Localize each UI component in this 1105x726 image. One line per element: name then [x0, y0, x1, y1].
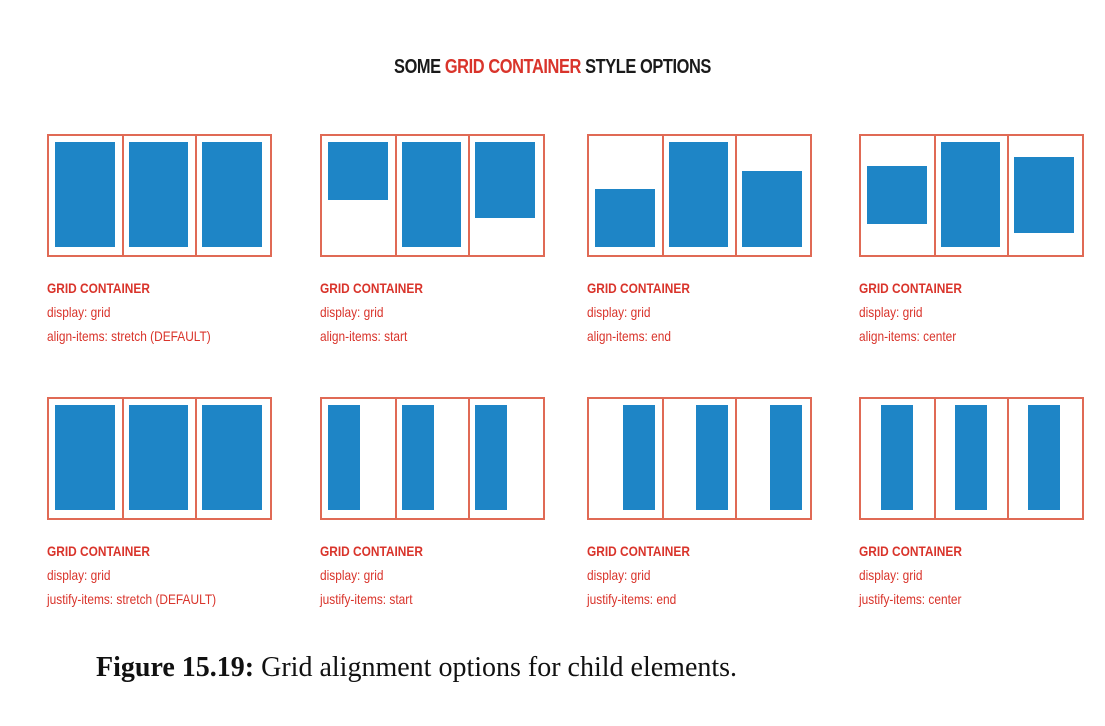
caption-display: display: grid	[587, 304, 651, 320]
caption-display: display: grid	[859, 304, 923, 320]
grid-item	[881, 405, 913, 510]
grid-cell-divider	[933, 136, 936, 255]
grid-item	[55, 142, 115, 247]
grid-cell-divider	[661, 136, 664, 255]
grid-container-box	[859, 134, 1084, 257]
grid-item	[202, 405, 262, 510]
grid-item	[328, 142, 388, 200]
grid-cell-divider	[661, 399, 664, 518]
grid-container-box	[320, 397, 545, 520]
panel-caption: GRID CONTAINER display: grid justify-items…	[587, 539, 791, 611]
grid-cell-divider	[468, 136, 471, 255]
grid-item	[202, 142, 262, 247]
grid-item	[668, 142, 729, 247]
grid-item	[696, 405, 729, 510]
grid-cell-divider	[735, 399, 738, 518]
example-panel-justify-items-start: GRID CONTAINER display: grid justify-items…	[320, 397, 545, 619]
grid-cell-divider	[1007, 136, 1010, 255]
title-accent: GRID CONTAINER	[444, 56, 582, 78]
caption-heading: GRID CONTAINER	[587, 543, 690, 559]
grid-item	[770, 405, 802, 510]
caption-heading: GRID CONTAINER	[320, 280, 423, 296]
grid-item	[475, 405, 508, 510]
panel-caption: GRID CONTAINER display: grid align-items: …	[859, 276, 1063, 348]
example-panel-justify-items-stretch: GRID CONTAINER display: grid justify-items…	[47, 397, 272, 619]
grid-cell-divider	[121, 399, 124, 518]
grid-cell-divider	[1007, 399, 1010, 518]
grid-item	[128, 405, 189, 510]
grid-cell-divider	[394, 136, 397, 255]
figure-caption: Figure 15.19: Grid alignment options for…	[96, 652, 737, 684]
caption-display: display: grid	[859, 567, 923, 583]
grid-item	[622, 405, 655, 510]
grid-cell-divider	[195, 399, 198, 518]
example-panel-align-items-stretch: GRID CONTAINER display: grid align-items: …	[47, 134, 272, 356]
caption-heading: GRID CONTAINER	[47, 543, 150, 559]
example-panel-align-items-end: GRID CONTAINER display: grid align-items: …	[587, 134, 812, 356]
caption-heading: GRID CONTAINER	[47, 280, 150, 296]
grid-item	[328, 405, 360, 510]
grid-cell-divider	[394, 399, 397, 518]
panel-caption: GRID CONTAINER display: grid justify-items…	[859, 539, 1063, 611]
panel-caption: GRID CONTAINER display: grid align-items: …	[320, 276, 524, 348]
caption-alignment: justify-items: start	[320, 591, 413, 607]
caption-display: display: grid	[587, 567, 651, 583]
grid-container-box	[587, 134, 812, 257]
grid-cell-divider	[468, 399, 471, 518]
grid-item	[867, 166, 927, 224]
grid-cell-divider	[195, 136, 198, 255]
caption-alignment: align-items: end	[587, 328, 672, 344]
caption-alignment: justify-items: center	[859, 591, 962, 607]
title-suffix: STYLE OPTIONS	[580, 56, 711, 78]
caption-alignment: align-items: center	[859, 328, 957, 344]
caption-alignment: justify-items: stretch (DEFAULT)	[47, 591, 217, 607]
panel-caption: GRID CONTAINER display: grid align-items: …	[587, 276, 791, 348]
caption-display: display: grid	[320, 567, 384, 583]
grid-item	[128, 142, 189, 247]
caption-alignment: align-items: stretch (DEFAULT)	[47, 328, 211, 344]
grid-container-box	[859, 397, 1084, 520]
caption-heading: GRID CONTAINER	[320, 543, 423, 559]
caption-display: display: grid	[320, 304, 384, 320]
grid-item	[742, 171, 802, 247]
grid-item	[1028, 405, 1061, 510]
grid-item	[595, 189, 655, 247]
panel-caption: GRID CONTAINER display: grid justify-items…	[47, 539, 251, 611]
panel-caption: GRID CONTAINER display: grid justify-items…	[320, 539, 524, 611]
grid-cell-divider	[933, 399, 936, 518]
example-panel-align-items-start: GRID CONTAINER display: grid align-items: …	[320, 134, 545, 356]
grid-container-box	[587, 397, 812, 520]
caption-heading: GRID CONTAINER	[859, 543, 962, 559]
grid-item	[475, 142, 535, 218]
example-panel-justify-items-center: GRID CONTAINER display: grid justify-items…	[859, 397, 1084, 619]
example-panel-justify-items-end: GRID CONTAINER display: grid justify-items…	[587, 397, 812, 619]
figure-label: Figure 15.19:	[96, 652, 255, 683]
grid-container-box	[47, 134, 272, 257]
caption-heading: GRID CONTAINER	[587, 280, 690, 296]
caption-heading: GRID CONTAINER	[859, 280, 962, 296]
grid-container-box	[47, 397, 272, 520]
grid-item	[940, 142, 1001, 247]
grid-container-box	[320, 134, 545, 257]
grid-cell-divider	[121, 136, 124, 255]
grid-item	[1014, 157, 1074, 233]
diagram-title: SOME GRID CONTAINER STYLE OPTIONS	[99, 56, 1005, 79]
caption-display: display: grid	[47, 304, 111, 320]
example-panel-align-items-center: GRID CONTAINER display: grid align-items: …	[859, 134, 1084, 356]
grid-item	[954, 405, 987, 510]
caption-alignment: justify-items: end	[587, 591, 677, 607]
grid-item	[55, 405, 115, 510]
grid-item	[401, 142, 462, 247]
figure-text: Grid alignment options for child element…	[254, 652, 738, 683]
grid-item	[401, 405, 434, 510]
caption-display: display: grid	[47, 567, 111, 583]
panel-caption: GRID CONTAINER display: grid align-items: …	[47, 276, 251, 348]
grid-cell-divider	[735, 136, 738, 255]
title-prefix: SOME	[394, 56, 445, 78]
caption-alignment: align-items: start	[320, 328, 408, 344]
